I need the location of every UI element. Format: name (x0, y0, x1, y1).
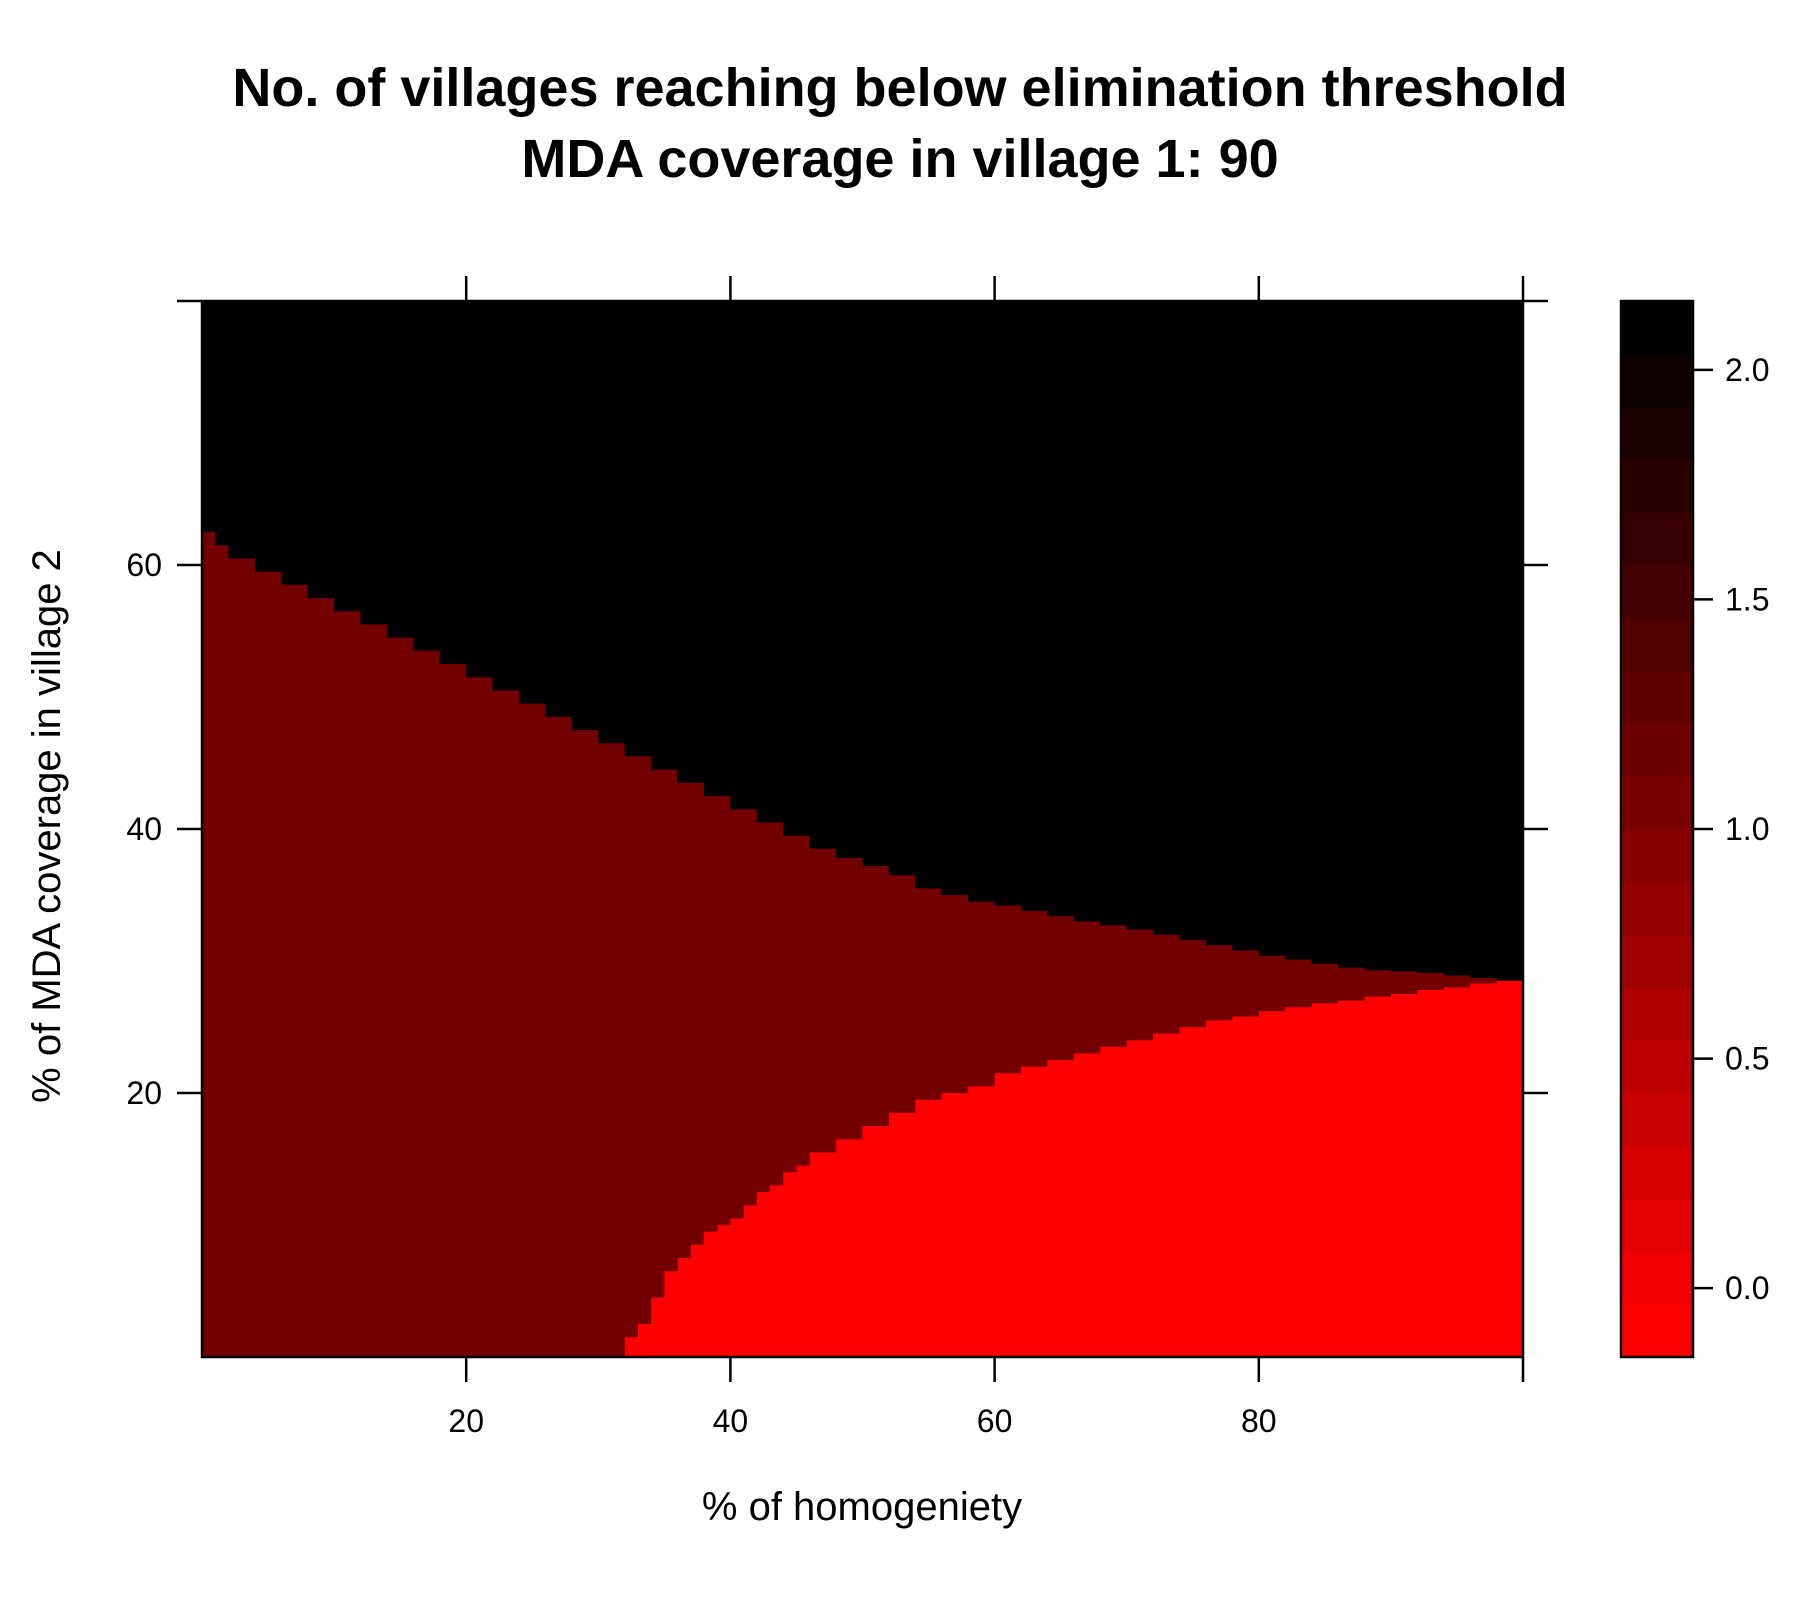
colorbar-tick-label: 1.5 (1725, 581, 1769, 617)
colorbar-level (1621, 829, 1693, 883)
y-axis-label: % of MDA coverage in village 2 (25, 549, 69, 1103)
x-tick-label: 60 (977, 1403, 1013, 1439)
y-tick-label: 60 (126, 547, 162, 583)
colorbar: 0.0 0.5 1.0 1.5 2.0 (1619, 299, 1769, 1359)
colorbar-level (1621, 1304, 1693, 1358)
colorbar-tick-label: 0.0 (1725, 1270, 1769, 1306)
colorbar-level (1621, 1145, 1693, 1200)
colorbar-level (1621, 406, 1693, 460)
plot-region (202, 301, 1523, 1357)
x-tick-label: 20 (448, 1403, 484, 1439)
y-tick-label: 20 (126, 1075, 162, 1111)
chart-title-line-1: No. of villages reaching below eliminati… (232, 58, 1568, 118)
colorbar-level (1621, 459, 1693, 513)
x-tick-label: 80 (1241, 1403, 1277, 1439)
colorbar-level (1621, 1040, 1693, 1094)
colorbar-level (1621, 565, 1693, 619)
colorbar-level (1621, 723, 1693, 777)
colorbar-level (1621, 512, 1693, 566)
y-tick-label: 40 (126, 811, 162, 847)
colorbar-tick-label: 0.5 (1725, 1041, 1769, 1077)
colorbar-level (1621, 881, 1693, 936)
x-tick-label: 40 (713, 1403, 749, 1439)
colorbar-tick-label: 2.0 (1725, 352, 1769, 388)
colorbar-level (1621, 1093, 1693, 1147)
colorbar-tick-label: 1.0 (1725, 811, 1769, 847)
colorbar-level (1621, 934, 1693, 988)
x-axis-label: % of homogeniety (702, 1485, 1022, 1529)
colorbar-level (1621, 617, 1693, 672)
chart-title-line-2: MDA coverage in village 1: 90 (521, 129, 1279, 189)
colorbar-level (1621, 353, 1693, 408)
heatmap-region-value-0 (611, 980, 1523, 1357)
colorbar-level (1621, 776, 1693, 830)
colorbar-level (1621, 987, 1693, 1041)
colorbar-level (1621, 670, 1693, 724)
colorbar-level (1621, 1251, 1693, 1305)
colorbar-level (1621, 1198, 1693, 1252)
colorbar-level (1621, 301, 1693, 355)
axes: 20 40 60 80 20 40 60 (126, 276, 1548, 1439)
